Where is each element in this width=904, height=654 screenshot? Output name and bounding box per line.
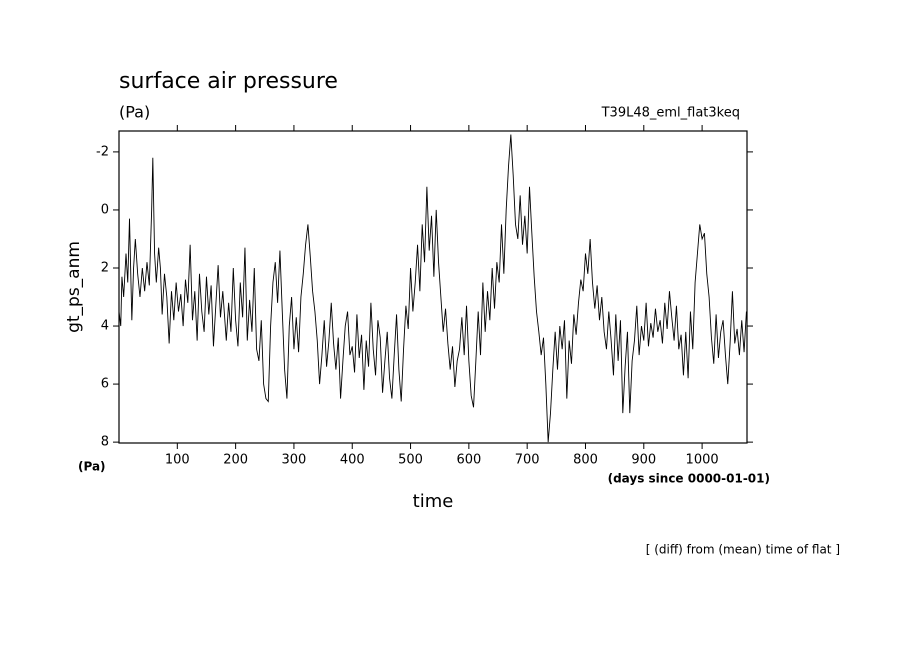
- y-tick-label: 4: [101, 319, 109, 334]
- x-tick-label: 600: [456, 453, 481, 468]
- x-tick-label: 800: [573, 453, 598, 468]
- y-tick-label: 2: [101, 260, 109, 275]
- x-tick-label: 300: [282, 453, 307, 468]
- footer: [ (diff) from (mean) time of flat ]: [646, 543, 840, 557]
- units: (Pa): [119, 103, 150, 122]
- y-tick-label: 0: [101, 202, 109, 217]
- data-line: [118, 134, 747, 443]
- y-tick-label: 6: [101, 377, 109, 392]
- y-units: (Pa): [78, 460, 106, 474]
- x-tick-label: 500: [398, 453, 423, 468]
- x-tick-label: 900: [631, 453, 656, 468]
- y-tick-label: -2: [96, 144, 109, 159]
- x-tick-label: 100: [165, 453, 190, 468]
- x-axis-label: time: [413, 491, 454, 512]
- x-tick-label: 200: [223, 453, 248, 468]
- annotation: T39L48_eml_flat3keq: [601, 106, 740, 121]
- x-tick-label: 400: [340, 453, 365, 468]
- chart-title: surface air pressure: [119, 69, 338, 94]
- x-tick-label: 1000: [686, 453, 719, 468]
- x-tick-label: 700: [515, 453, 540, 468]
- y-axis-label: gt_ps_anm: [64, 241, 84, 333]
- x-units: (days since 0000-01-01): [608, 472, 770, 486]
- y-tick-label: 8: [101, 435, 109, 450]
- plot-frame: [118, 130, 748, 444]
